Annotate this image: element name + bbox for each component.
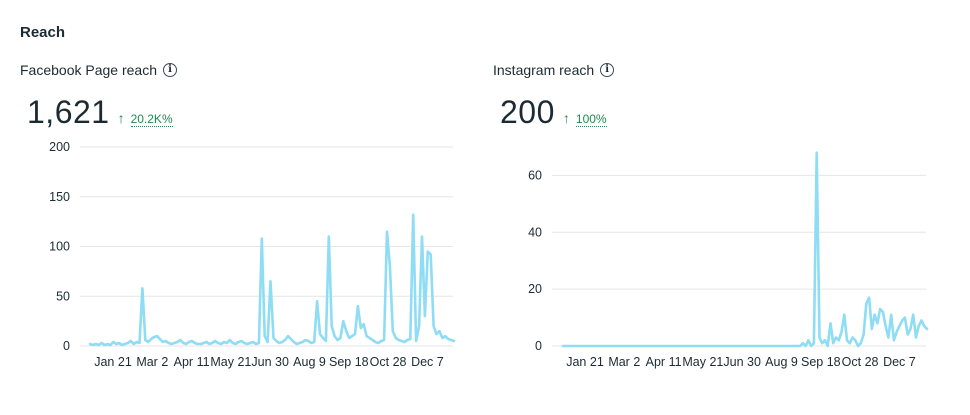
instagram-reach-panel: Instagram reach i 200 ↑ 100% 0 20 40 60 Jan … (473, 0, 933, 415)
y-tick-label: 60 (528, 168, 542, 182)
metric: 1,621 ↑ 20.2K% (27, 94, 173, 131)
delta-value[interactable]: 100% (575, 112, 607, 127)
instagram-reach-chart: 0 20 40 60 Jan 21 Mar 2 Apr 11 May 21 Jun 30 Aug … (528, 151, 929, 369)
x-tick-label: Dec 7 (411, 355, 444, 369)
x-tick-label: Sep 18 (329, 355, 369, 369)
metric-value: 200 (500, 94, 555, 130)
series-line[interactable] (561, 151, 929, 348)
series-line[interactable] (88, 213, 456, 347)
arrow-up-icon: ↑ (562, 110, 570, 126)
x-tick-label: Apr 11 (174, 355, 210, 369)
x-tick-label: Jun 30 (251, 355, 289, 369)
y-tick-label: 0 (63, 339, 70, 353)
x-tick-label: Mar 2 (136, 355, 168, 369)
facebook-reach-panel: Facebook Page reach i 1,621 ↑ 20.2K% 0 50… (0, 0, 460, 415)
x-tick-label: May 21 (682, 355, 723, 369)
metric: 200 ↑ 100% (500, 94, 607, 131)
x-tick-label: Aug 9 (293, 355, 326, 369)
x-tick-label: Oct 28 (842, 355, 879, 369)
x-tick-label: Mar 2 (608, 355, 640, 369)
x-tick-label: Oct 28 (370, 355, 407, 369)
x-tick-label: Dec 7 (883, 355, 916, 369)
arrow-up-icon: ↑ (117, 110, 125, 126)
info-icon[interactable]: i (600, 63, 615, 77)
section-title: Reach (20, 24, 66, 41)
panel-title: Facebook Page reach (20, 62, 157, 78)
delta: ↑ 20.2K% (118, 110, 173, 127)
panel-title: Instagram reach (493, 62, 595, 78)
delta-value[interactable]: 20.2K% (130, 112, 173, 127)
metric-value: 1,621 (27, 94, 110, 130)
panel-header: Instagram reach i (493, 62, 615, 78)
x-tick-label: Jan 21 (94, 355, 132, 369)
y-tick-label: 40 (528, 225, 542, 239)
x-tick-label: Jun 30 (723, 355, 761, 369)
facebook-reach-chart: 0 50 100 150 200 Jan 21 Mar 2 Apr 11 May 21 Jun 3… (49, 140, 456, 369)
y-tick-label: 200 (49, 140, 70, 154)
y-tick-label: 150 (49, 190, 70, 204)
x-tick-label: Apr 11 (646, 355, 682, 369)
y-tick-label: 0 (535, 339, 542, 353)
info-icon[interactable]: i (162, 63, 177, 77)
y-tick-label: 50 (56, 289, 70, 303)
y-tick-label: 100 (49, 240, 70, 254)
delta: ↑ 100% (563, 110, 607, 127)
y-tick-label: 20 (528, 282, 542, 296)
x-tick-label: Aug 9 (765, 355, 798, 369)
panel-header: Facebook Page reach i (20, 62, 177, 78)
x-tick-label: May 21 (210, 355, 251, 369)
x-tick-label: Jan 21 (566, 355, 604, 369)
x-tick-label: Sep 18 (801, 355, 841, 369)
